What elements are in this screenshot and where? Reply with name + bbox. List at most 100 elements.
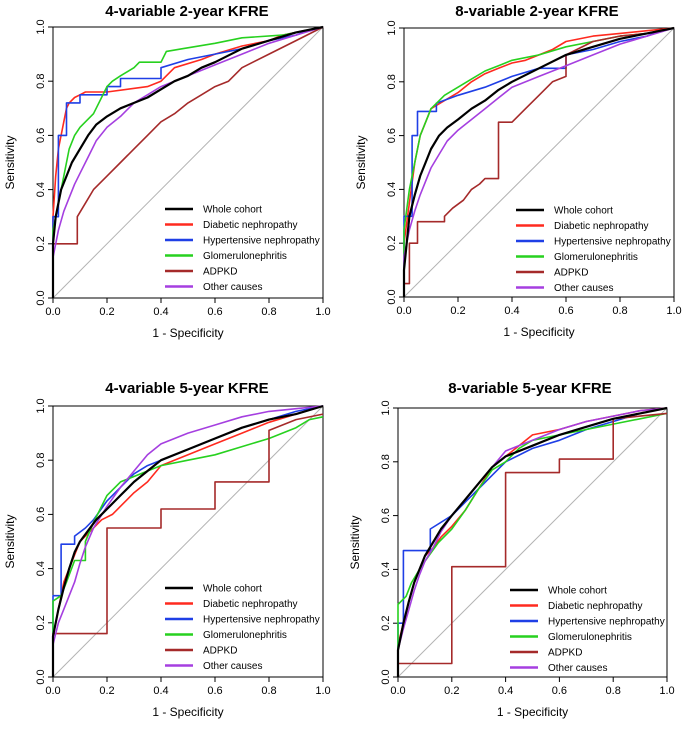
x-axis-label: 1 - Specificity bbox=[152, 705, 223, 719]
roc-line-other-causes bbox=[403, 27, 675, 297]
x-tick-label: 0.8 bbox=[606, 685, 621, 697]
legend-label: Glomerulonephritis bbox=[203, 630, 287, 641]
legend-label: ADPKD bbox=[203, 267, 237, 278]
x-tick-label: 0.0 bbox=[45, 306, 60, 318]
x-tick-label: 0.4 bbox=[153, 306, 168, 318]
y-tick-label: 0.6 bbox=[380, 508, 392, 523]
legend-label: Glomerulonephritis bbox=[203, 251, 287, 262]
x-tick-label: 0.4 bbox=[504, 305, 519, 317]
y-tick-label: 0.6 bbox=[386, 128, 398, 143]
y-tick-label: 0.0 bbox=[35, 669, 47, 684]
roc-panel-3: 4-variable 5-year KFRE 0.0 0.2 0.4 0.6 0.8 1.0… bbox=[3, 380, 331, 719]
y-tick-label: 0.6 bbox=[35, 507, 47, 522]
y-tick-label: 0.8 bbox=[35, 74, 47, 89]
y-tick-label: 0.4 bbox=[386, 182, 398, 197]
y-tick-label: 1.0 bbox=[386, 20, 398, 35]
x-tick-label: 0.6 bbox=[558, 305, 573, 317]
legend-label: Other causes bbox=[203, 282, 262, 293]
x-tick-label: 0.6 bbox=[552, 685, 567, 697]
x-tick-label: 1.0 bbox=[315, 685, 330, 697]
x-tick-label: 0.0 bbox=[45, 685, 60, 697]
reference-diagonal bbox=[52, 405, 324, 678]
x-tick-label: 0.8 bbox=[261, 306, 276, 318]
roc-line-glomerulonephritis bbox=[397, 412, 668, 677]
chart-title: 8-variable 2-year KFRE bbox=[455, 3, 618, 20]
y-tick-label: 0.2 bbox=[380, 616, 392, 631]
x-tick-label: 0.2 bbox=[99, 306, 114, 318]
roc-line-adpkd bbox=[52, 413, 324, 677]
legend-label: Diabetic nephropathy bbox=[554, 221, 649, 232]
x-tick-label: 0.2 bbox=[99, 685, 114, 697]
legend-label: Whole cohort bbox=[203, 205, 262, 216]
x-tick-label: 1.0 bbox=[315, 306, 330, 318]
x-tick-label: 0.8 bbox=[612, 305, 627, 317]
reference-diagonal bbox=[52, 26, 324, 299]
roc-panel-1: 4-variable 2-year KFRE 0.0 0.2 0.4 0.6 0.8 1.0… bbox=[3, 3, 331, 340]
legend-label: Hypertensive nephropathy bbox=[548, 617, 665, 628]
roc-panel-2: 8-variable 2-year KFRE 0.0 0.2 0.4 0.6 0.8 1.0… bbox=[354, 3, 682, 339]
x-tick-label: 0.6 bbox=[207, 306, 222, 318]
y-tick-label: 0.2 bbox=[386, 236, 398, 251]
legend-label: Other causes bbox=[203, 661, 262, 672]
plot-frame bbox=[403, 27, 675, 298]
y-axis-label: Sensitivity bbox=[348, 515, 362, 569]
y-tick-label: 0.0 bbox=[380, 669, 392, 684]
x-tick-label: 0.6 bbox=[207, 685, 222, 697]
x-tick-label: 0.4 bbox=[153, 685, 168, 697]
y-tick-label: 1.0 bbox=[35, 398, 47, 413]
plot-frame bbox=[397, 407, 668, 678]
y-tick-label: 0.6 bbox=[35, 128, 47, 143]
x-axis-label: 1 - Specificity bbox=[152, 326, 223, 340]
x-tick-label: 1.0 bbox=[666, 305, 681, 317]
y-tick-label: 1.0 bbox=[35, 19, 47, 34]
legend-label: Hypertensive nephropathy bbox=[203, 615, 320, 626]
x-tick-label: 0.8 bbox=[261, 685, 276, 697]
y-tick-label: 0.2 bbox=[35, 236, 47, 251]
x-tick-label: 0.4 bbox=[498, 685, 513, 697]
roc-line-adpkd bbox=[52, 26, 324, 298]
legend-label: ADPKD bbox=[203, 646, 237, 657]
roc-line-whole-cohort bbox=[396, 406, 668, 677]
roc-line-other-causes bbox=[52, 26, 324, 298]
y-axis-label: Sensitivity bbox=[354, 135, 368, 189]
y-tick-label: 0.4 bbox=[35, 182, 47, 197]
roc-line-whole-cohort bbox=[402, 26, 675, 297]
y-tick-label: 0.4 bbox=[35, 561, 47, 576]
legend-label: Hypertensive nephropathy bbox=[203, 236, 320, 247]
legend-label: Whole cohort bbox=[548, 586, 607, 597]
y-tick-label: 0.8 bbox=[380, 454, 392, 469]
y-tick-label: 0.8 bbox=[386, 74, 398, 89]
legend-label: Whole cohort bbox=[203, 584, 262, 595]
chart-title: 4-variable 5-year KFRE bbox=[105, 380, 268, 397]
y-axis-label: Sensitivity bbox=[3, 514, 17, 568]
x-tick-label: 0.2 bbox=[444, 685, 459, 697]
legend-label: Glomerulonephritis bbox=[554, 252, 638, 263]
chart-title: 8-variable 5-year KFRE bbox=[448, 380, 611, 397]
plot-frame bbox=[52, 26, 324, 299]
reference-diagonal bbox=[403, 27, 675, 298]
legend-label: Diabetic nephropathy bbox=[548, 601, 643, 612]
y-tick-label: 0.8 bbox=[35, 453, 47, 468]
legend-label: Diabetic nephropathy bbox=[203, 599, 298, 610]
legend-label: Diabetic nephropathy bbox=[203, 220, 298, 231]
roc-line-diabetic-nephropathy bbox=[52, 405, 324, 677]
legend-label: Whole cohort bbox=[554, 206, 613, 217]
roc-line-other-causes bbox=[52, 405, 324, 677]
x-axis-label: 1 - Specificity bbox=[497, 705, 568, 719]
roc-line-whole-cohort bbox=[51, 404, 324, 677]
roc-panel-4: 8-variable 5-year KFRE 0.0 0.2 0.4 0.6 0.8 1.0… bbox=[348, 380, 675, 719]
legend-label: ADPKD bbox=[554, 268, 588, 279]
y-tick-label: 0.0 bbox=[35, 290, 47, 305]
y-tick-label: 0.0 bbox=[386, 289, 398, 304]
x-axis-label: 1 - Specificity bbox=[503, 325, 574, 339]
y-tick-label: 0.2 bbox=[35, 615, 47, 630]
legend-label: ADPKD bbox=[548, 648, 582, 659]
roc-line-diabetic-nephropathy bbox=[52, 26, 324, 298]
y-axis-label: Sensitivity bbox=[3, 135, 17, 189]
x-tick-label: 1.0 bbox=[659, 685, 674, 697]
chart-title: 4-variable 2-year KFRE bbox=[105, 3, 268, 20]
x-tick-label: 0.2 bbox=[450, 305, 465, 317]
legend-label: Other causes bbox=[548, 663, 607, 674]
roc-line-glomerulonephritis bbox=[52, 26, 324, 298]
